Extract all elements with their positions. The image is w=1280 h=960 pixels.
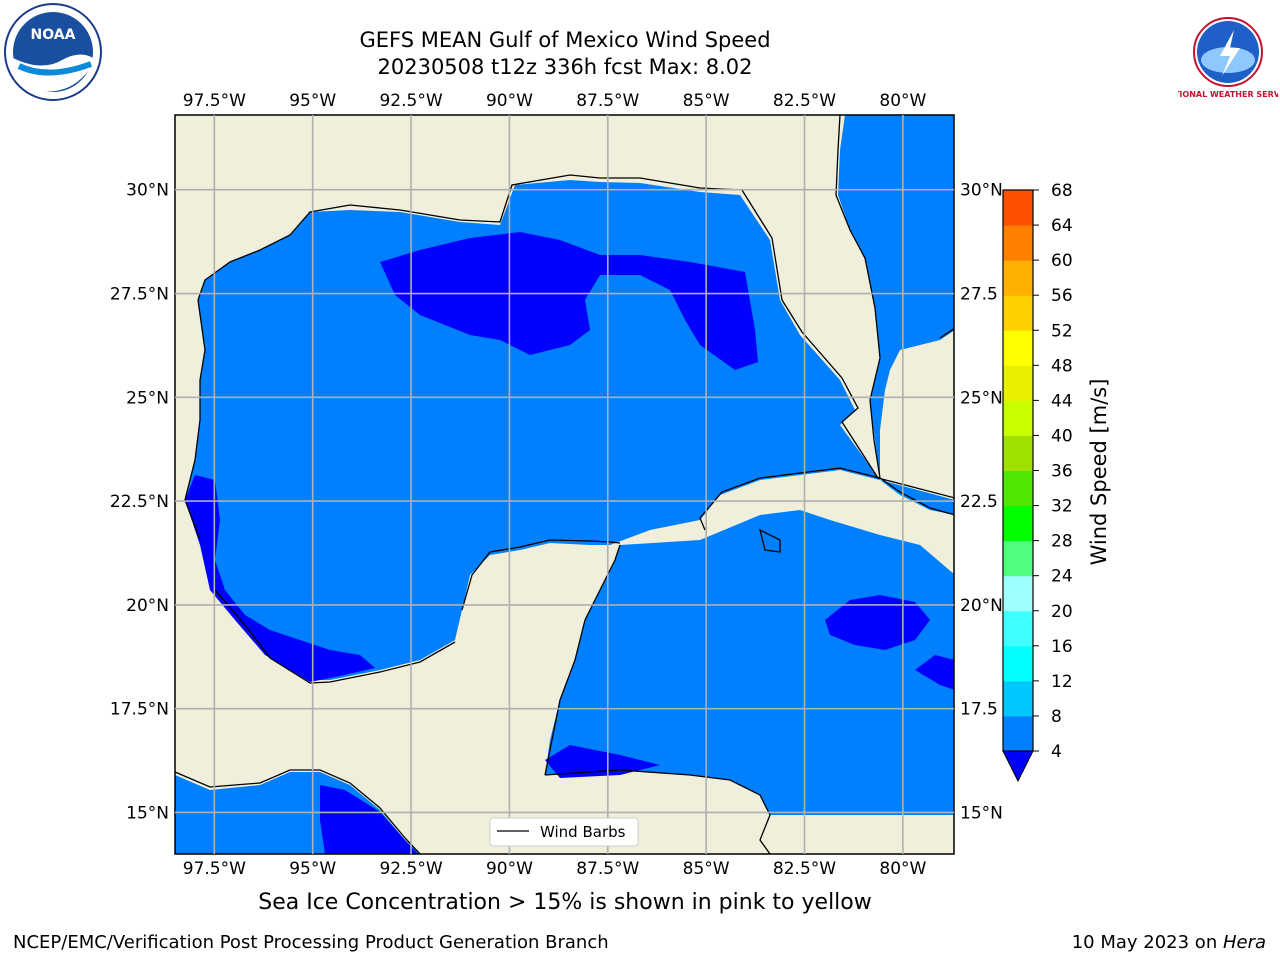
lon-tick-top-5: 85°W [683, 91, 730, 111]
colorbar-segment-14 [1003, 225, 1033, 261]
colorbar-segment-4 [1003, 575, 1033, 612]
colorbar-segment-15 [1003, 190, 1033, 226]
lat-tick-right-4: 20°N [960, 596, 1003, 616]
colorbar-segment-0 [1003, 715, 1033, 752]
colorbar-segment-9 [1003, 400, 1033, 436]
colorbar-tick-3: 16 [1051, 637, 1073, 657]
colorbar-tick-16: 68 [1051, 181, 1073, 201]
lon-tick-top-6: 82.5°W [773, 91, 836, 111]
lon-tick-bottom-5: 85°W [683, 859, 730, 879]
colorbar-tick-6: 28 [1051, 532, 1073, 552]
noaa-logo-text: NOAA [31, 27, 76, 43]
lat-tick-left-5: 17.5°N [110, 700, 169, 720]
colorbar-segment-11 [1003, 330, 1033, 366]
colorbar-segment-7 [1003, 470, 1033, 507]
colorbar-tick-10: 44 [1051, 391, 1073, 411]
lat-tick-right-3: 22.5 [960, 492, 998, 512]
colorbar-tick-13: 56 [1051, 286, 1073, 306]
lat-tick-left-2: 25°N [126, 388, 169, 408]
atlantic-ocean [838, 115, 954, 500]
footer-branch: NCEP/EMC/Verification Post Processing Pr… [13, 932, 609, 953]
colorbar-tick-15: 64 [1051, 216, 1073, 236]
lon-tick-bottom-2: 92.5°W [379, 859, 442, 879]
caribbean-sea [545, 510, 954, 815]
colorbar-segment-12 [1003, 295, 1033, 331]
lat-tick-left-0: 30°N [126, 181, 169, 201]
lat-tick-right-0: 30°N [960, 181, 1003, 201]
colorbar-tick-8: 36 [1051, 462, 1073, 482]
lon-tick-top-3: 90°W [486, 91, 533, 111]
lon-tick-bottom-4: 87.5°W [576, 859, 639, 879]
lon-tick-top-4: 87.5°W [576, 91, 639, 111]
coastlines [175, 115, 954, 854]
legend: Wind Barbs [489, 817, 639, 847]
colorbar-segment-8 [1003, 435, 1033, 471]
low-speed-zone-western-gulf [185, 475, 375, 682]
lat-tick-left-4: 20°N [126, 596, 169, 616]
colorbar-tick-7: 32 [1051, 497, 1073, 517]
noaa-logo: NOAA [4, 3, 102, 101]
colorbar-tick-11: 48 [1051, 356, 1073, 376]
lon-tick-bottom-7: 80°W [879, 859, 926, 879]
colorbar-underflow [1002, 750, 1034, 783]
lat-tick-right-2: 25°N [960, 388, 1003, 408]
nws-logo-text: NATIONAL WEATHER SERVICE [1178, 90, 1278, 99]
footer-date: 10 May 2023 on Hera [1072, 932, 1266, 953]
map-ticks: 97.5°W 97.5°W 95°W 95°W 92.5°W 92.5°W 90°W 90°W… [110, 91, 1003, 879]
map-subtitle: 20230508 t12z 336h fcst Max: 8.02 [377, 55, 753, 79]
colorbar-tick-2: 12 [1051, 672, 1073, 692]
map-frame [174, 114, 955, 855]
colorbar-tick-5: 24 [1051, 567, 1073, 587]
lon-tick-bottom-1: 95°W [289, 859, 336, 879]
colorbar-segment-3 [1003, 610, 1033, 647]
lon-tick-bottom-3: 90°W [486, 859, 533, 879]
low-speed-zone-caribbean-east [915, 655, 954, 690]
footer-date-text: 10 May 2023 on [1071, 932, 1223, 953]
lat-tick-left-6: 15°N [126, 803, 169, 823]
lat-tick-right-6: 15°N [960, 803, 1003, 823]
lon-tick-bottom-6: 82.5°W [773, 859, 836, 879]
lon-tick-top-1: 95°W [289, 91, 336, 111]
low-speed-zone-caribbean [825, 595, 930, 650]
nws-logo: NATIONAL WEATHER SERVICE [1178, 5, 1278, 99]
colorbar-label: Wind Speed [m/s] [1087, 379, 1111, 566]
map-grid [175, 115, 954, 854]
colorbar-tick-14: 60 [1051, 251, 1073, 271]
lat-tick-left-3: 22.5°N [110, 492, 169, 512]
low-speed-zone-honduras [545, 745, 660, 778]
footer-host: Hera [1222, 932, 1266, 953]
colorbar-tick-9: 40 [1051, 426, 1073, 446]
colorbar-tick-12: 52 [1051, 321, 1073, 341]
colorbar-tick-1: 8 [1051, 707, 1062, 727]
gulf-of-mexico-ocean [185, 180, 954, 680]
map-title: GEFS MEAN Gulf of Mexico Wind Speed [359, 28, 771, 52]
colorbar-segment-1 [1003, 680, 1033, 717]
lon-tick-top-0: 97.5°W [183, 91, 246, 111]
low-speed-zone-northern-gulf [380, 232, 758, 370]
legend-label: Wind Barbs [540, 823, 626, 841]
sea-ice-caption: Sea Ice Concentration > 15% is shown in … [258, 890, 872, 915]
colorbar-segment-13 [1003, 260, 1033, 296]
colorbar-segment-5 [1003, 540, 1033, 577]
lon-tick-top-7: 80°W [879, 91, 926, 111]
lon-tick-top-2: 92.5°W [379, 91, 442, 111]
colorbar-tick-4: 20 [1051, 602, 1073, 622]
map-panel [175, 115, 954, 854]
lat-tick-right-1: 27.5 [960, 285, 998, 305]
colorbar-segment-2 [1003, 645, 1033, 682]
lat-tick-right-5: 17.5 [960, 700, 998, 720]
colorbar-segment-10 [1003, 365, 1033, 401]
lat-tick-left-1: 27.5°N [110, 285, 169, 305]
colorbar-tick-0: 4 [1051, 742, 1062, 762]
colorbar-segment-6 [1003, 505, 1033, 542]
low-speed-zone-pacific [320, 785, 418, 854]
lon-tick-bottom-0: 97.5°W [183, 859, 246, 879]
